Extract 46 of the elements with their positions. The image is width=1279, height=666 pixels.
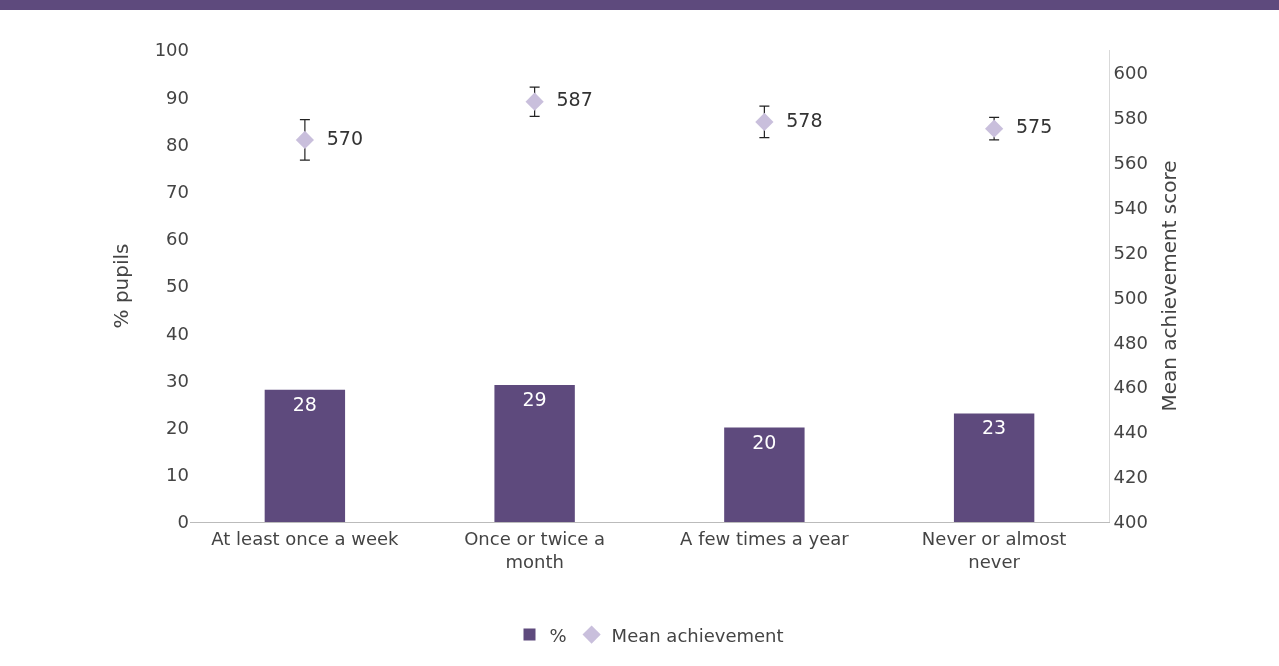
y-tick-label: 40 — [166, 322, 189, 344]
x-tick-label: Never or almost never — [921, 527, 1067, 572]
data-label: 570 — [314, 126, 363, 149]
y-tick-label: 70 — [166, 180, 189, 202]
data-label: 575 — [1003, 115, 1053, 138]
point — [295, 130, 314, 149]
y-tick-label: 100 — [154, 39, 189, 61]
legend-label: Mean achievement — [611, 624, 784, 646]
bar — [953, 413, 1035, 522]
y-tick-label: 0 — [177, 511, 189, 533]
y2-tick-label: 420 — [1113, 466, 1148, 488]
bar — [494, 385, 575, 522]
y-tick-label: 10 — [166, 464, 189, 486]
bar — [724, 427, 805, 522]
data-label: 578 — [774, 108, 823, 131]
y-tick-label: 20 — [166, 416, 189, 438]
y-axis-title: % pupils — [109, 243, 134, 329]
y-tick-label: 30 — [166, 369, 189, 391]
y-tick-label: 60 — [166, 228, 189, 250]
y-tick-label: 80 — [166, 133, 189, 155]
y-tick-label: 90 — [166, 86, 189, 108]
y2-tick-label: 540 — [1113, 196, 1148, 218]
data-label: 29 — [522, 388, 547, 411]
y2-tick-label: 500 — [1113, 286, 1148, 308]
legend-label: % — [549, 624, 567, 646]
x-tick-label: A few times a year — [680, 527, 850, 549]
data-label: 28 — [292, 392, 317, 415]
y-tick-label: 50 — [166, 275, 189, 297]
x-tick-label: Once or twice a month — [464, 527, 606, 572]
y2-tick-label: 460 — [1113, 376, 1148, 398]
point — [525, 92, 544, 111]
y2-tick-label: 520 — [1113, 241, 1148, 263]
point — [985, 119, 1004, 138]
data-label: 23 — [982, 416, 1007, 439]
bar — [264, 389, 346, 522]
y2-tick-label: 600 — [1113, 61, 1148, 83]
y2-tick-label: 480 — [1113, 331, 1148, 353]
y2-tick-label: 400 — [1113, 511, 1148, 533]
y2-axis-title: Mean achievement score — [1157, 160, 1182, 412]
data-label: 587 — [544, 88, 593, 111]
y2-tick-label: 580 — [1113, 106, 1148, 128]
data-label: 20 — [752, 430, 777, 453]
x-tick-label: At least once a week — [211, 527, 400, 549]
y2-tick-label: 560 — [1113, 151, 1148, 173]
point — [755, 112, 774, 132]
y2-tick-label: 440 — [1113, 421, 1148, 443]
